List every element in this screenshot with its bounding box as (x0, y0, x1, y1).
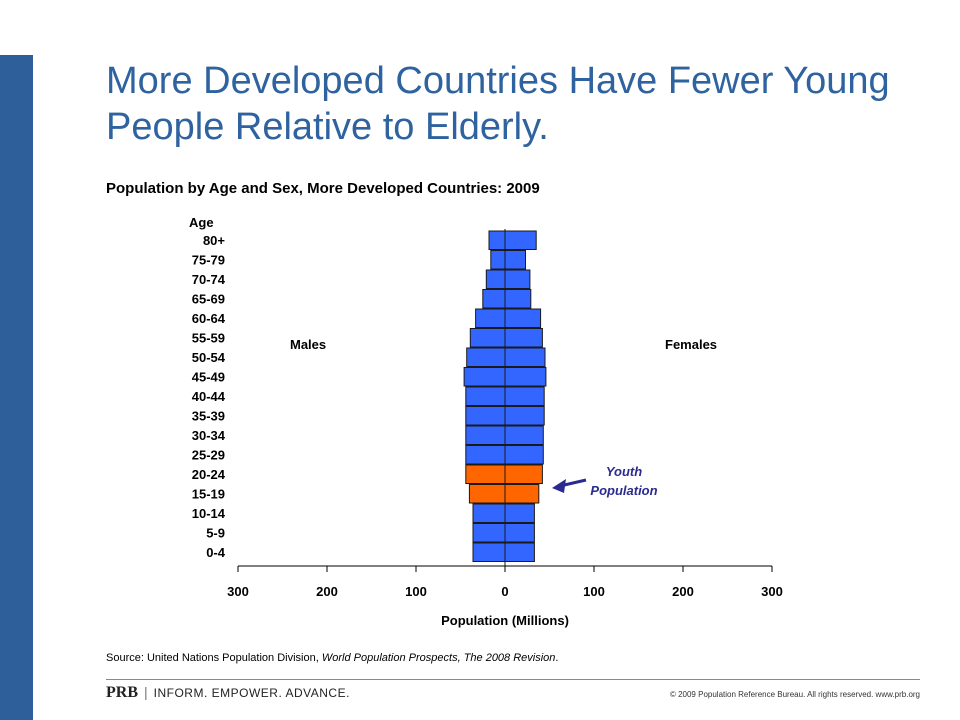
age-axis-title: Age (189, 215, 214, 230)
x-tick-label: 300 (227, 584, 249, 599)
bar-female-65-69 (504, 289, 532, 309)
bar-female-30-34 (504, 425, 544, 445)
youth-annotation-line1: Youth (606, 464, 642, 479)
age-tick-label: 5-9 (206, 526, 225, 541)
slide-title: More Developed Countries Have Fewer Youn… (106, 60, 890, 148)
age-tick-label: 75-79 (192, 253, 225, 268)
youth-annotation: Youth Population (552, 464, 658, 498)
bar-male-80+ (488, 230, 506, 250)
bar-female-15-19 (504, 484, 540, 504)
x-tick-label: 300 (761, 584, 783, 599)
bar-female-45-49 (504, 367, 547, 387)
bar-male-40-44 (465, 386, 506, 406)
bar-male-60-64 (475, 308, 506, 328)
youth-arrow-head (552, 479, 566, 493)
age-tick-label: 0-4 (206, 545, 226, 560)
footer-divider (106, 679, 920, 680)
males-label: Males (290, 337, 326, 352)
ticks-layer: 300 200 100 0 100 200 300 (227, 566, 783, 599)
bar-female-25-29 (504, 445, 544, 465)
age-tick-label: 10-14 (192, 506, 226, 521)
x-tick-label: 0 (501, 584, 508, 599)
bar-male-5-9 (472, 523, 506, 543)
footer-tagline: INFORM. EMPOWER. ADVANCE. (153, 686, 350, 700)
bar-female-35-39 (504, 406, 545, 426)
source-note: Source: United Nations Population Divisi… (106, 652, 558, 664)
copyright-note: © 2009 Population Reference Bureau. All … (669, 690, 920, 699)
bar-male-35-39 (465, 406, 506, 426)
age-tick-label: 35-39 (192, 409, 225, 424)
bar-female-5-9 (504, 523, 535, 543)
bar-male-20-24 (465, 464, 506, 484)
bar-male-0-4 (472, 542, 506, 562)
x-tick-label: 200 (316, 584, 338, 599)
bar-male-65-69 (482, 289, 506, 309)
age-tick-label: 40-44 (192, 389, 226, 404)
females-label: Females (665, 337, 717, 352)
age-tick-label: 70-74 (192, 272, 226, 287)
x-axis-title: Population (Millions) (441, 613, 569, 628)
left-accent-bar (0, 55, 33, 720)
bar-female-70-74 (504, 269, 531, 289)
bar-male-30-34 (465, 425, 506, 445)
prb-logo: PRB (106, 684, 138, 701)
bar-female-80+ (504, 230, 537, 250)
bar-female-60-64 (504, 308, 542, 328)
source-suffix: . (555, 652, 559, 664)
source-publication: World Population Prospects, The 2008 Rev… (321, 652, 556, 664)
chart-title: Population by Age and Sex, More Develope… (106, 180, 540, 197)
age-tick-label: 45-49 (192, 370, 225, 385)
age-tick-label: 30-34 (192, 428, 226, 443)
bar-male-10-14 (472, 503, 506, 523)
footer-brand: PRB | INFORM. EMPOWER. ADVANCE. (106, 684, 350, 702)
bar-male-55-59 (469, 328, 506, 348)
age-tick-label: 60-64 (192, 311, 226, 326)
bar-female-10-14 (504, 503, 535, 523)
age-tick-label: 80+ (203, 233, 225, 248)
bar-male-45-49 (463, 367, 506, 387)
footer-separator: | (144, 684, 148, 700)
bar-female-55-59 (504, 328, 543, 348)
x-tick-label: 100 (405, 584, 427, 599)
x-tick-label: 100 (583, 584, 605, 599)
bar-female-75-79 (504, 250, 526, 270)
age-tick-label: 25-29 (192, 448, 225, 463)
age-tick-label: 65-69 (192, 292, 225, 307)
source-prefix: Source: United Nations Population Divisi… (106, 652, 322, 664)
bar-male-70-74 (485, 269, 506, 289)
bar-male-25-29 (465, 445, 506, 465)
labels-layer: 80+ 75-79 70-74 65-69 60-64 55-59 50-54 45-49 40… (192, 233, 226, 560)
bar-male-75-79 (490, 250, 506, 270)
age-tick-label: 55-59 (192, 331, 225, 346)
age-tick-label: 20-24 (192, 467, 226, 482)
age-tick-label: 50-54 (192, 350, 226, 365)
bars-layer (463, 229, 547, 566)
x-tick-label: 200 (672, 584, 694, 599)
bar-male-50-54 (466, 347, 506, 367)
bar-female-0-4 (504, 542, 535, 562)
bar-female-40-44 (504, 386, 545, 406)
age-tick-label: 15-19 (192, 487, 225, 502)
bar-female-20-24 (504, 464, 543, 484)
youth-annotation-line2: Population (590, 483, 657, 498)
bar-female-50-54 (504, 347, 546, 367)
bar-male-15-19 (468, 484, 506, 504)
